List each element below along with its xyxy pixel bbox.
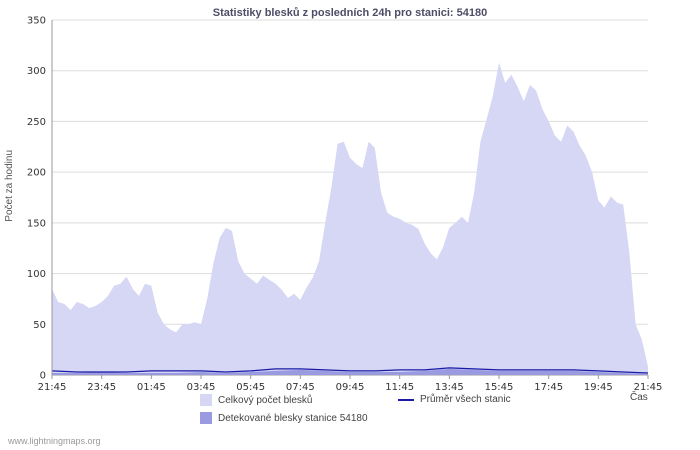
svg-text:200: 200: [27, 168, 46, 179]
svg-text:23:45: 23:45: [87, 382, 116, 393]
svg-text:100: 100: [27, 269, 46, 280]
legend-swatch-detected: [200, 412, 212, 424]
legend-swatch-total: [200, 394, 212, 406]
svg-text:150: 150: [27, 218, 46, 229]
svg-text:13:45: 13:45: [435, 382, 464, 393]
chart-title: Statistiky blesků z posledních 24h pro s…: [212, 7, 488, 19]
legend-item-total: Celkový počet blesků: [200, 394, 313, 406]
svg-text:19:45: 19:45: [584, 382, 613, 393]
svg-text:250: 250: [27, 117, 46, 128]
svg-text:11:45: 11:45: [385, 382, 414, 393]
y-axis-label: Počet za hodinu: [4, 150, 15, 222]
svg-text:05:45: 05:45: [236, 382, 265, 393]
svg-text:09:45: 09:45: [336, 382, 365, 393]
svg-text:0: 0: [40, 371, 46, 382]
svg-text:350: 350: [27, 16, 46, 27]
svg-text:50: 50: [33, 320, 46, 331]
watermark-link: www.lightningmaps.org: [8, 436, 101, 446]
legend-label-average: Průměr všech stanic: [420, 394, 511, 405]
svg-text:01:45: 01:45: [137, 382, 166, 393]
legend-item-detected: Detekované blesky stanice 54180: [200, 412, 368, 424]
legend-label-detected: Detekované blesky stanice 54180: [218, 412, 368, 424]
svg-text:21:45: 21:45: [634, 382, 663, 393]
legend-label-total: Celkový počet blesků: [218, 394, 313, 406]
svg-text:17:45: 17:45: [534, 382, 563, 393]
legend-swatch-avg: [398, 398, 414, 401]
x-axis-label: Čas: [630, 392, 648, 403]
svg-text:15:45: 15:45: [485, 382, 514, 393]
svg-text:03:45: 03:45: [187, 382, 216, 393]
svg-text:300: 300: [27, 66, 46, 77]
svg-text:21:45: 21:45: [38, 382, 67, 393]
legend-item-average: Průměr všech stanic: [398, 394, 511, 405]
svg-text:07:45: 07:45: [286, 382, 315, 393]
